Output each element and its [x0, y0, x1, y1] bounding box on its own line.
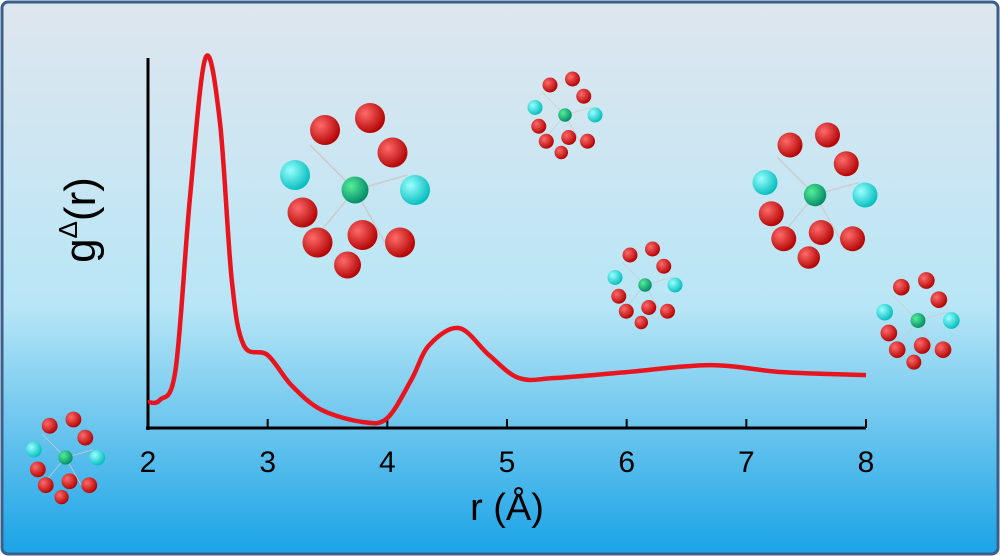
x-tick-label: 4: [379, 446, 396, 479]
data-line: [147, 53, 867, 426]
x-tick-label: 5: [499, 446, 516, 479]
x-tick-label: 8: [858, 446, 875, 479]
y-axis-label: gΔ(r): [53, 177, 105, 263]
x-tick-label: 2: [140, 446, 157, 479]
x-tick-label: 3: [259, 446, 276, 479]
x-tick-label: 7: [738, 446, 755, 479]
x-axis-label: r (Å): [470, 485, 544, 529]
x-tick-label: 6: [618, 446, 635, 479]
